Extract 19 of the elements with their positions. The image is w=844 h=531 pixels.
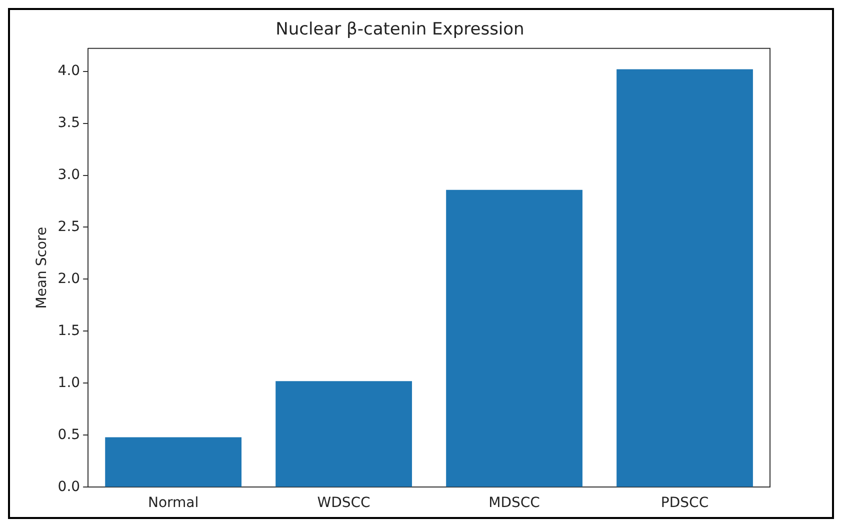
chart-title: Nuclear β-catenin Expression	[276, 20, 524, 40]
y-tick-label: 3.5	[58, 114, 80, 131]
y-tick-label: 0.5	[58, 426, 80, 443]
y-tick-label: 4.0	[58, 62, 80, 79]
bar	[446, 190, 582, 487]
y-tick-label: 3.0	[58, 166, 80, 183]
bar	[105, 437, 242, 487]
x-tick-label: MDSCC	[488, 495, 540, 512]
y-tick-label: 1.0	[58, 374, 80, 391]
bar	[276, 381, 412, 487]
y-tick-label: 0.0	[58, 478, 80, 495]
x-tick-label: WDSCC	[317, 495, 371, 512]
y-axis-title: Mean Score	[34, 226, 50, 309]
bar	[616, 69, 753, 487]
y-tick-label: 2.0	[58, 270, 80, 287]
x-tick-label: Normal	[148, 495, 199, 512]
x-tick-label: PDSCC	[660, 495, 709, 512]
y-tick-label: 2.5	[58, 218, 80, 235]
y-tick-label: 1.5	[58, 322, 80, 339]
